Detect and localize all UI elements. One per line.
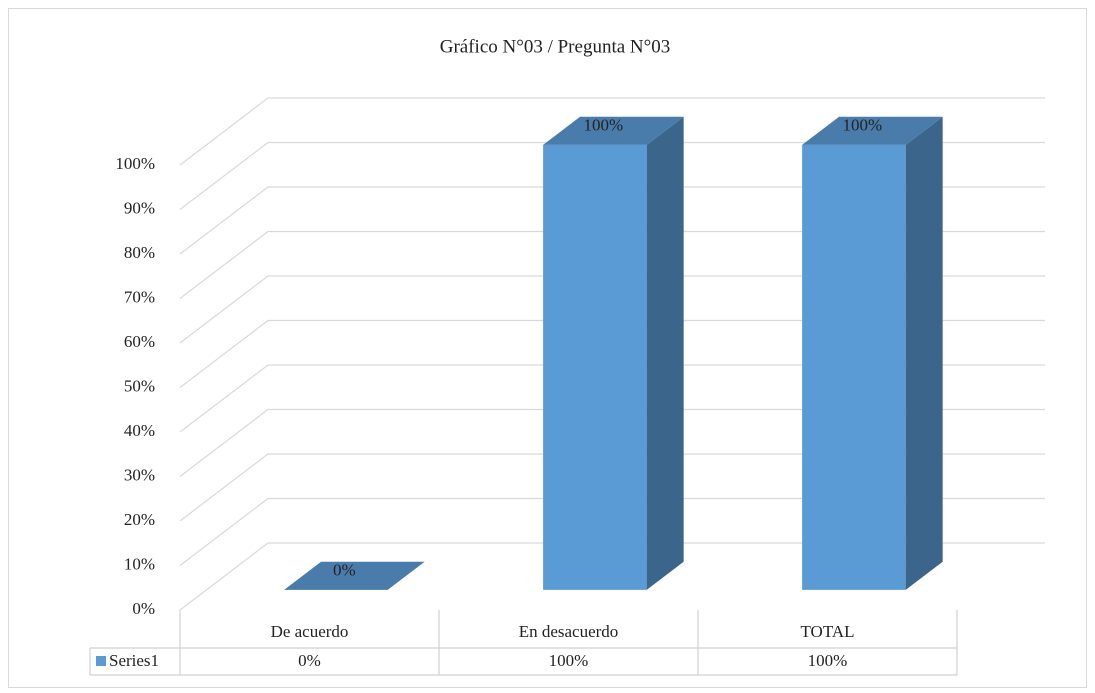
bar-top: [543, 116, 684, 145]
bar-front: [543, 144, 647, 590]
grid-line: [179, 97, 1045, 166]
chart-title: Gráfico N°03 / Pregunta N°03: [440, 36, 670, 57]
table-value: 100%: [808, 651, 848, 670]
x-tick-label: TOTAL: [800, 622, 854, 641]
grid-line: [179, 453, 1045, 522]
y-tick-label: 20%: [124, 510, 155, 529]
y-tick-label: 60%: [124, 332, 155, 351]
y-tick-label: 30%: [124, 465, 155, 484]
y-tick-label: 0%: [132, 599, 155, 618]
y-tick-label: 90%: [124, 198, 155, 217]
bar: [543, 116, 684, 590]
grid-line: [179, 364, 1045, 433]
grid-line: [179, 275, 1045, 344]
y-tick-label: 10%: [124, 554, 155, 573]
data-label: 100%: [843, 116, 883, 135]
bar: [284, 561, 425, 590]
y-tick-label: 50%: [124, 376, 155, 395]
data-label: 0%: [333, 561, 356, 580]
grid-line: [179, 141, 1045, 210]
legend-label: Series1: [109, 651, 159, 670]
grid-line: [179, 319, 1045, 388]
table-value: 100%: [549, 651, 589, 670]
grid-line: [179, 186, 1045, 255]
y-tick-label: 80%: [124, 243, 155, 262]
data-label: 100%: [584, 116, 624, 135]
table-value: 0%: [298, 651, 321, 670]
bar: [802, 116, 943, 590]
x-tick-label: De acuerdo: [271, 622, 349, 641]
bar-front: [802, 144, 906, 590]
x-tick-label: En desacuerdo: [519, 622, 619, 641]
bar-side: [905, 116, 943, 590]
grid-line: [179, 497, 1045, 566]
y-tick-label: 40%: [124, 421, 155, 440]
bar-side: [646, 116, 684, 590]
y-tick-label: 100%: [115, 154, 155, 173]
grid-line: [179, 542, 1045, 611]
bar-top: [802, 116, 943, 145]
grid-line: [179, 230, 1045, 299]
y-tick-label: 70%: [124, 287, 155, 306]
bar-top: [284, 561, 425, 590]
grid-line: [179, 408, 1045, 477]
legend-swatch: [96, 656, 106, 666]
